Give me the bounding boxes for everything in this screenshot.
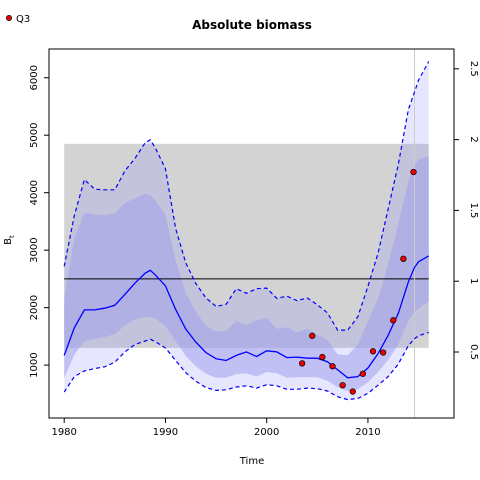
index-point [369, 348, 377, 355]
y-axis-title-subscript: t [8, 235, 16, 238]
ci-inner-band [64, 155, 429, 391]
index-point [349, 388, 356, 395]
index-point [379, 349, 387, 356]
y-right-tick-label: 0.5 [468, 344, 479, 360]
y-right-tick-label: 2.5 [468, 61, 479, 77]
x-tick-label: 2000 [254, 427, 279, 438]
index-point [390, 317, 397, 324]
legend: Q3 [6, 14, 30, 25]
x-tick-label: 2010 [355, 427, 380, 438]
y-right-tick-label: 1.5 [468, 202, 479, 218]
index-point [339, 382, 346, 389]
y-tick-label: 2000 [29, 295, 40, 320]
y-axis-title: Bt [3, 235, 16, 245]
index-point [319, 353, 326, 361]
ci-lower-line [63, 331, 429, 401]
axes: 1980 1990 2000 2010 1000 2000 3000 4000 5000 6000… [29, 48, 479, 438]
series-lines [63, 49, 430, 418]
y-right-tick-label: 1 [468, 278, 479, 284]
x-axis-title: Time [239, 456, 264, 467]
y-right-tick-label: 2 [468, 136, 479, 142]
y-tick-label: 5000 [29, 122, 40, 147]
legend-label-q3: Q3 [16, 14, 30, 25]
y-tick-label: 6000 [29, 65, 40, 90]
confidence-bands [64, 61, 429, 400]
estimate-line [63, 255, 430, 379]
chart-title: Absolute biomass [192, 18, 312, 32]
x-tick-label: 1980 [51, 427, 76, 438]
index-point [359, 370, 367, 377]
y-tick-label: 1000 [29, 352, 40, 377]
y-tick-label: 3000 [29, 237, 40, 262]
index-point [329, 363, 336, 370]
y-axis-title-main: B [3, 238, 14, 245]
ci-upper-line [63, 61, 430, 331]
legend-marker [6, 15, 12, 21]
x-tick-label: 1990 [153, 427, 178, 438]
index-point [410, 168, 417, 176]
plot-frame [48, 48, 455, 419]
index-points [298, 168, 417, 395]
index-point [309, 332, 316, 339]
y-tick-label: 4000 [29, 180, 40, 205]
index-point [298, 360, 306, 367]
index-point [400, 255, 407, 262]
